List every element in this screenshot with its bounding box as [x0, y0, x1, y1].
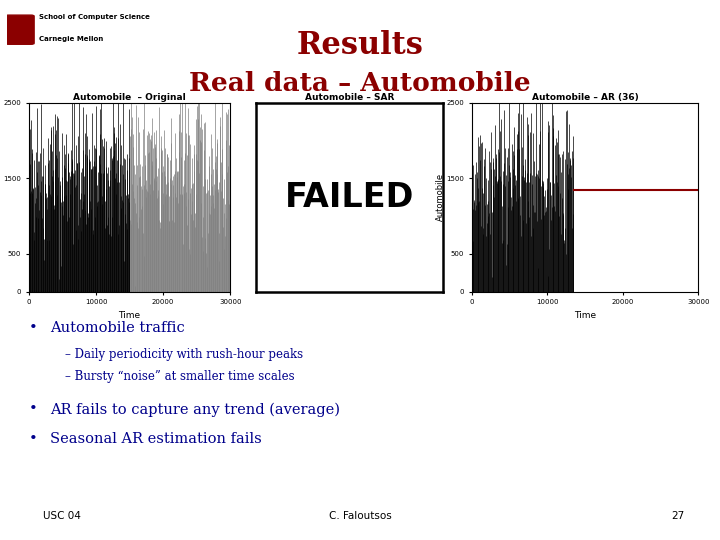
Text: •: •	[29, 432, 37, 446]
Text: Real data – Automobile: Real data – Automobile	[189, 71, 531, 96]
Text: – Bursty “noise” at smaller time scales: – Bursty “noise” at smaller time scales	[65, 370, 294, 383]
Y-axis label: Automobile: Automobile	[436, 173, 445, 221]
Text: Carnegie Mellon: Carnegie Mellon	[39, 36, 103, 42]
Text: 27: 27	[671, 511, 684, 521]
Text: FAILED: FAILED	[284, 180, 414, 214]
Text: Automobile traffic: Automobile traffic	[50, 321, 185, 335]
FancyBboxPatch shape	[6, 15, 34, 44]
Text: Seasonal AR estimation fails: Seasonal AR estimation fails	[50, 432, 262, 446]
Y-axis label: Automobile: Automobile	[0, 173, 2, 221]
X-axis label: Time: Time	[574, 311, 596, 320]
Text: – Daily periodicity with rush-hour peaks: – Daily periodicity with rush-hour peaks	[65, 348, 303, 361]
Text: AR fails to capture any trend (average): AR fails to capture any trend (average)	[50, 402, 341, 417]
Text: USC 04: USC 04	[43, 511, 81, 521]
Title: Automobile  – Original: Automobile – Original	[73, 93, 186, 102]
Text: •: •	[29, 321, 37, 335]
X-axis label: Time: Time	[119, 311, 140, 320]
Text: C. Faloutsos: C. Faloutsos	[328, 511, 392, 521]
Text: Results: Results	[297, 30, 423, 62]
Text: •: •	[29, 402, 37, 416]
Title: Automobile – AR (36): Automobile – AR (36)	[531, 93, 639, 102]
Text: School of Computer Science: School of Computer Science	[39, 14, 150, 21]
Title: Automobile – SAR: Automobile – SAR	[305, 93, 394, 102]
